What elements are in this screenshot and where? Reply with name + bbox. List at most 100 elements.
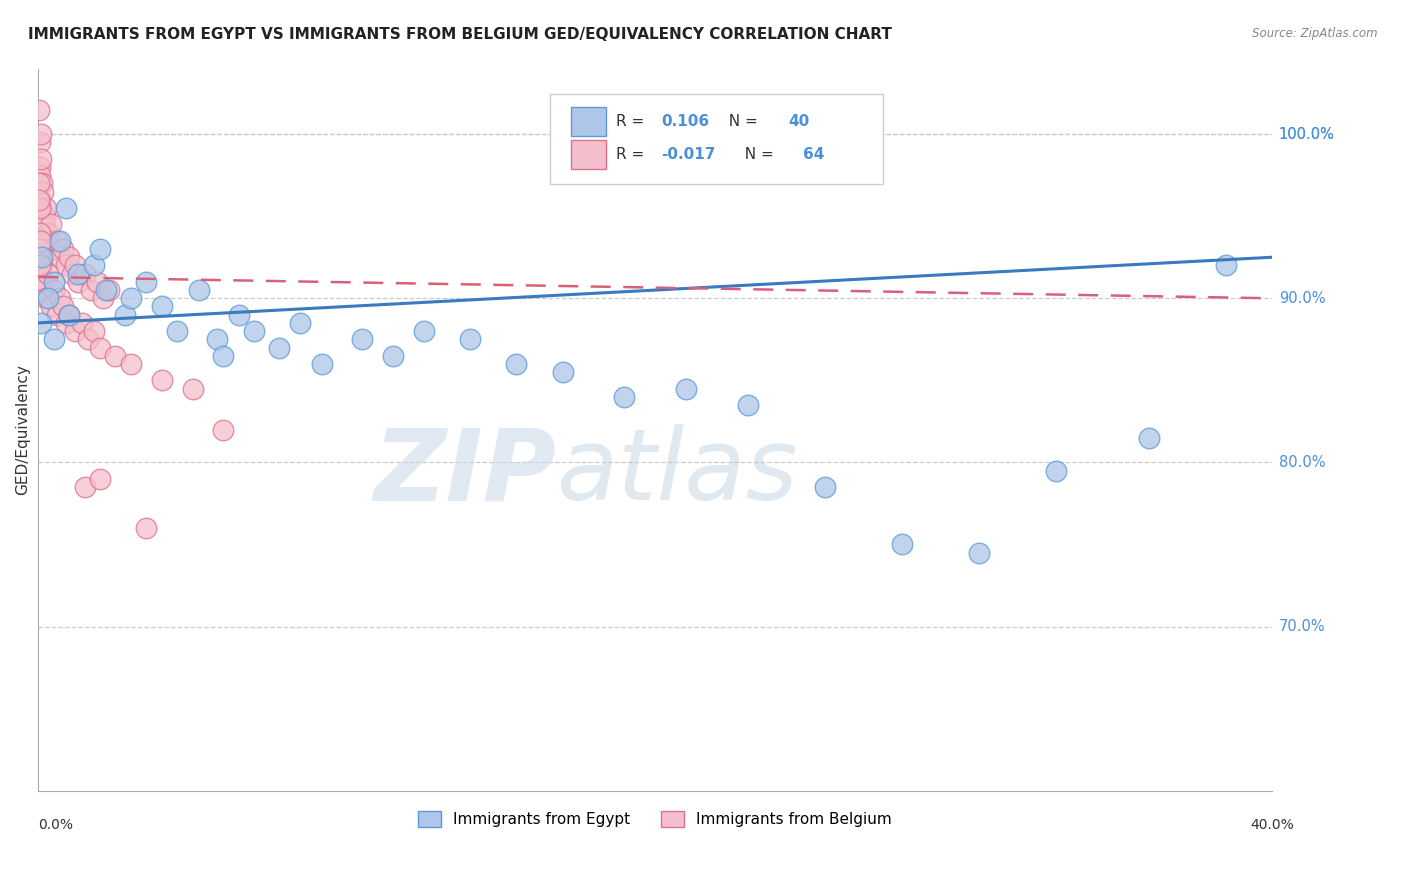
Point xyxy=(34,275,56,289)
Point xyxy=(89,341,111,355)
Text: 40: 40 xyxy=(789,114,810,128)
Point xyxy=(52,242,75,256)
Text: 80.0%: 80.0% xyxy=(1279,455,1326,470)
Point xyxy=(104,349,127,363)
FancyBboxPatch shape xyxy=(550,94,883,184)
Point xyxy=(39,300,62,314)
Text: 70.0%: 70.0% xyxy=(1279,619,1326,634)
Point xyxy=(37,226,59,240)
Point xyxy=(45,234,67,248)
Point xyxy=(187,283,209,297)
Point xyxy=(31,250,53,264)
Text: Source: ZipAtlas.com: Source: ZipAtlas.com xyxy=(1253,27,1378,40)
Point xyxy=(267,341,290,355)
Point xyxy=(30,316,52,330)
Bar xyxy=(571,107,606,136)
Point xyxy=(55,201,77,215)
Point xyxy=(30,242,52,256)
Point xyxy=(31,259,53,273)
Text: ZIP: ZIP xyxy=(374,425,557,522)
Point xyxy=(73,480,96,494)
Point xyxy=(28,168,51,182)
Point xyxy=(28,193,51,207)
Point xyxy=(28,177,51,191)
Point xyxy=(814,480,837,494)
Point xyxy=(458,332,481,346)
Point xyxy=(166,324,188,338)
Point xyxy=(311,357,333,371)
Point xyxy=(32,218,55,232)
Point xyxy=(32,283,55,297)
Point xyxy=(967,546,990,560)
Point xyxy=(55,259,77,273)
Point xyxy=(76,332,98,346)
Point xyxy=(32,185,55,199)
Point xyxy=(49,291,72,305)
Text: 90.0%: 90.0% xyxy=(1279,291,1326,306)
Point xyxy=(67,275,90,289)
Point xyxy=(73,267,96,281)
Point xyxy=(243,324,266,338)
Text: IMMIGRANTS FROM EGYPT VS IMMIGRANTS FROM BELGIUM GED/EQUIVALENCY CORRELATION CHA: IMMIGRANTS FROM EGYPT VS IMMIGRANTS FROM… xyxy=(28,27,891,42)
Text: atlas: atlas xyxy=(557,425,799,522)
Text: 100.0%: 100.0% xyxy=(1279,127,1334,142)
Legend: Immigrants from Egypt, Immigrants from Belgium: Immigrants from Egypt, Immigrants from B… xyxy=(412,805,898,833)
Point xyxy=(28,259,51,273)
Point xyxy=(890,537,912,551)
Point xyxy=(65,324,87,338)
Point xyxy=(28,103,51,117)
Point xyxy=(39,218,62,232)
Point xyxy=(30,127,52,141)
Point xyxy=(290,316,312,330)
Point xyxy=(49,250,72,264)
Point xyxy=(42,283,65,297)
Text: 64: 64 xyxy=(803,147,824,162)
Point xyxy=(28,226,51,240)
Point xyxy=(1215,259,1237,273)
Point xyxy=(30,234,52,248)
Point xyxy=(28,160,51,174)
Point xyxy=(60,267,83,281)
Point xyxy=(91,291,114,305)
Point xyxy=(205,332,228,346)
Text: R =: R = xyxy=(616,114,648,128)
Point xyxy=(30,136,52,150)
Point xyxy=(58,308,80,322)
Text: -0.017: -0.017 xyxy=(661,147,716,162)
Point xyxy=(181,382,204,396)
Point xyxy=(30,250,52,264)
Point xyxy=(98,283,121,297)
Point xyxy=(89,242,111,256)
Text: 100.0%: 100.0% xyxy=(1279,127,1334,142)
Text: R =: R = xyxy=(616,147,648,162)
Point xyxy=(70,316,93,330)
Point xyxy=(58,250,80,264)
Point xyxy=(37,267,59,281)
Point xyxy=(613,390,636,404)
Point xyxy=(28,201,51,215)
Point xyxy=(42,332,65,346)
Point xyxy=(212,349,235,363)
Point xyxy=(67,267,90,281)
Point xyxy=(35,201,58,215)
Point xyxy=(737,398,759,412)
Point xyxy=(1045,464,1067,478)
Text: 40.0%: 40.0% xyxy=(1250,818,1294,832)
Point xyxy=(49,234,72,248)
Point xyxy=(120,357,142,371)
Point xyxy=(86,275,108,289)
Point xyxy=(150,300,173,314)
Text: N =: N = xyxy=(735,147,779,162)
Point xyxy=(30,267,52,281)
Point xyxy=(96,283,118,297)
Point xyxy=(30,152,52,166)
Point xyxy=(30,193,52,207)
Text: 0.106: 0.106 xyxy=(661,114,710,128)
Point xyxy=(83,324,105,338)
Point xyxy=(34,209,56,223)
Point xyxy=(55,316,77,330)
Point xyxy=(1137,431,1160,445)
Point xyxy=(65,259,87,273)
Point xyxy=(352,332,374,346)
Point xyxy=(83,259,105,273)
